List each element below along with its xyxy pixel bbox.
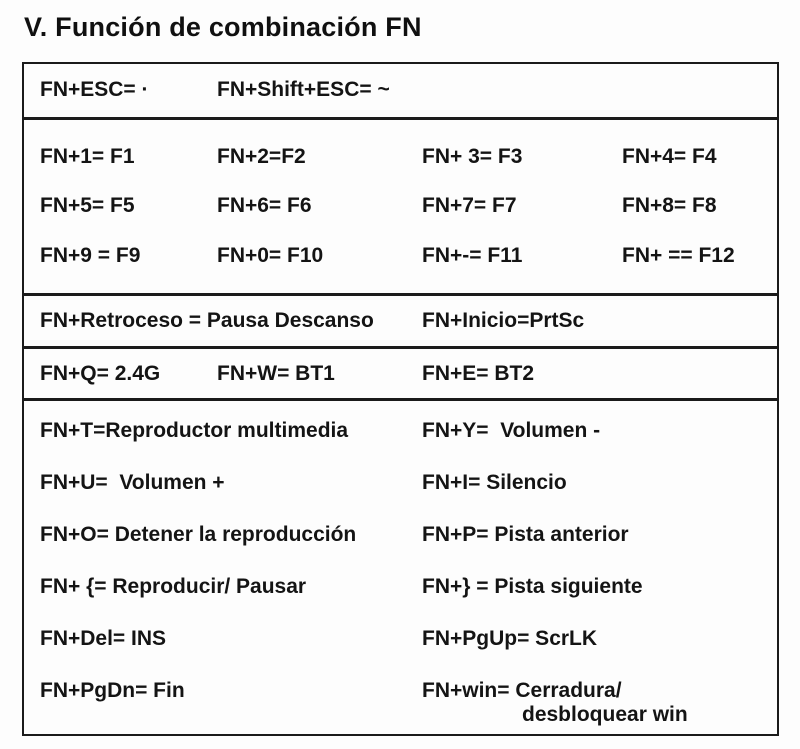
fn-combo-shift-esc: FN+Shift+ESC= ~ [217, 78, 390, 102]
table-row-fkeys: FN+1= F1 FN+2=F2 FN+ 3= F3 FN+4= F4 FN+5… [24, 116, 777, 293]
fn-combo-f3: FN+ 3= F3 [422, 145, 523, 169]
fn-combo-win-lock-line2: desbloquear win [522, 703, 688, 727]
fn-combo-p-prev: FN+P= Pista anterior [422, 523, 629, 547]
fn-combo-brace-play: FN+ {= Reproducir/ Pausar [40, 575, 307, 599]
fn-combo-i-silencio: FN+I= Silencio [422, 471, 567, 495]
media-column-right: FN+Y= Volumen - FN+I= Silencio FN+P= Pis… [422, 419, 777, 727]
fkeys-line-2: FN+5= F5 FN+6= F6 FN+7= F7 FN+8= F8 [40, 194, 777, 218]
fn-combo-inicio: FN+Inicio=PrtSc [422, 308, 585, 332]
fn-combo-f4: FN+4= F4 [622, 145, 717, 169]
table-row-media: FN+T=Reproductor multimedia FN+U= Volume… [24, 398, 777, 734]
fn-combo-f2: FN+2=F2 [217, 145, 306, 169]
fn-combo-f10: FN+0= F10 [217, 243, 324, 267]
fn-combo-win-lock: FN+win= Cerradura/desbloquear win [422, 679, 777, 727]
fn-combo-esc: FN+ESC= · [40, 78, 149, 102]
fkeys-line-1: FN+1= F1 FN+2=F2 FN+ 3= F3 FN+4= F4 [40, 145, 777, 169]
fn-combo-y-voldown: FN+Y= Volumen - [422, 419, 601, 443]
fkeys-line-3: FN+9 = F9 FN+0= F10 FN+-= F11 FN+ == F12 [40, 244, 777, 268]
fn-combo-f8: FN+8= F8 [622, 194, 717, 218]
fn-combo-retroceso: FN+Retroceso = Pausa Descanso [40, 308, 374, 332]
fn-combo-e-bt2: FN+E= BT2 [422, 361, 535, 385]
fn-combo-pgup-scrlk: FN+PgUp= ScrLK [422, 627, 598, 651]
fn-combo-pgdn-fin: FN+PgDn= Fin [40, 679, 185, 703]
page-title: V. Función de combinación FN [24, 12, 422, 42]
table-row-esc: FN+ESC= · FN+Shift+ESC= ~ [24, 64, 777, 117]
fn-combination-table: FN+ESC= · FN+Shift+ESC= ~ FN+1= F1 FN+2=… [22, 62, 779, 736]
fn-combo-f6: FN+6= F6 [217, 194, 312, 218]
fn-combo-f9: FN+9 = F9 [40, 243, 141, 267]
fn-combo-t-media: FN+T=Reproductor multimedia [40, 419, 349, 443]
fn-combo-o-stop: FN+O= Detener la reproducción [40, 523, 357, 547]
fn-combo-f11: FN+-= F11 [422, 243, 523, 267]
fn-combo-f12: FN+ == F12 [622, 243, 735, 267]
fn-combo-w-bt1: FN+W= BT1 [217, 361, 335, 385]
table-row-pause-prtsc: FN+Retroceso = Pausa Descanso FN+Inicio=… [24, 292, 777, 346]
fn-combo-brace-next: FN+} = Pista siguiente [422, 575, 643, 599]
fn-combo-f1: FN+1= F1 [40, 145, 135, 169]
fn-combo-f7: FN+7= F7 [422, 194, 517, 218]
fn-combo-q-24g: FN+Q= 2.4G [40, 361, 161, 385]
table-row-wireless: FN+Q= 2.4G FN+W= BT1 FN+E= BT2 [24, 345, 777, 399]
fn-combo-f5: FN+5= F5 [40, 194, 135, 218]
media-column-left: FN+T=Reproductor multimedia FN+U= Volume… [40, 419, 422, 703]
fn-combo-u-volup: FN+U= Volumen + [40, 471, 225, 495]
fn-combo-win-lock-line1: FN+win= Cerradura/ [422, 679, 622, 703]
fn-combo-del-ins: FN+Del= INS [40, 627, 167, 651]
